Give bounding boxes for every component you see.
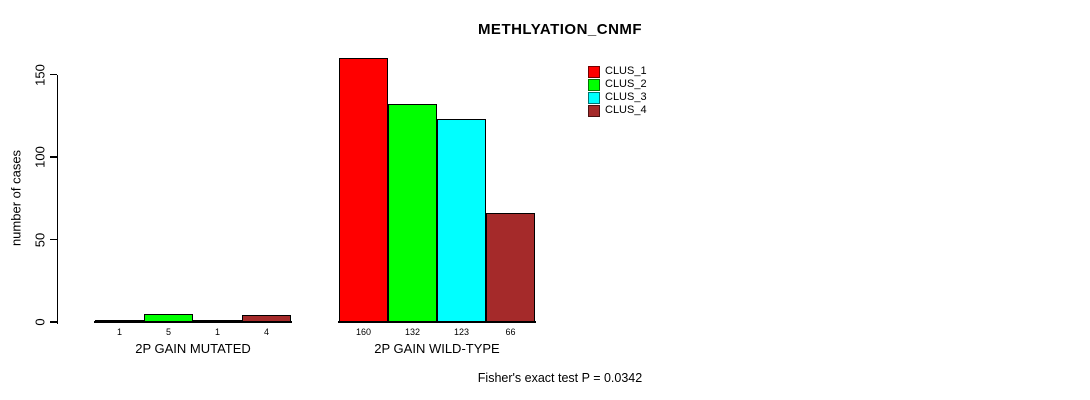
- bar-value-label: 160: [355, 327, 372, 337]
- legend-label: CLUS_4: [605, 104, 647, 116]
- legend-item-clus_4: CLUS_4: [588, 104, 647, 117]
- x-category-label: 2P GAIN MUTATED: [135, 341, 251, 356]
- y-axis-tick-label: 100: [32, 146, 48, 168]
- legend-swatch-clus_1: [588, 65, 600, 78]
- y-axis-tick: [49, 73, 57, 76]
- chart-title: METHLYATION_CNMF: [477, 21, 643, 38]
- y-axis-tick-label: 150: [32, 63, 48, 86]
- bar-value-label: 132: [404, 327, 421, 337]
- legend-label: CLUS_1: [605, 65, 647, 77]
- bar-value-label: 5: [165, 327, 172, 337]
- bar-clus_1-group2: [339, 58, 388, 322]
- y-axis-tick-label: 0: [32, 318, 48, 326]
- bar-clus_2-group2: [388, 104, 437, 322]
- bar-value-label: 66: [505, 327, 516, 337]
- y-axis-tick: [49, 321, 57, 323]
- legend-swatch-clus_3: [588, 91, 600, 104]
- legend-item-clus_3: CLUS_3: [588, 91, 647, 104]
- y-axis-tick: [49, 238, 57, 241]
- bar-value-label: 4: [263, 327, 270, 337]
- legend-label: CLUS_3: [605, 91, 647, 103]
- legend-swatch-clus_2: [588, 78, 600, 91]
- legend-label: CLUS_2: [605, 78, 647, 90]
- y-axis-line: [56, 74, 58, 324]
- bar-value-label: 1: [116, 327, 123, 337]
- y-axis-tick-label: 50: [32, 232, 48, 247]
- bar-clus_4-group2: [486, 213, 535, 322]
- y-axis-label: number of cases: [8, 149, 24, 247]
- bar-value-label: 1: [214, 327, 221, 337]
- y-axis-tick: [49, 156, 57, 158]
- legend-swatch-clus_4: [588, 104, 600, 117]
- legend-item-clus_2: CLUS_2: [588, 78, 647, 91]
- bar-clus_3-group2: [437, 119, 486, 322]
- legend-item-clus_1: CLUS_1: [588, 65, 647, 78]
- group-baseline: [338, 321, 536, 323]
- x-category-label: 2P GAIN WILD-TYPE: [374, 341, 500, 356]
- group-baseline: [94, 321, 292, 323]
- fisher-test-annotation: Fisher's exact test P = 0.0342: [477, 371, 643, 385]
- bar-value-label: 123: [453, 327, 470, 337]
